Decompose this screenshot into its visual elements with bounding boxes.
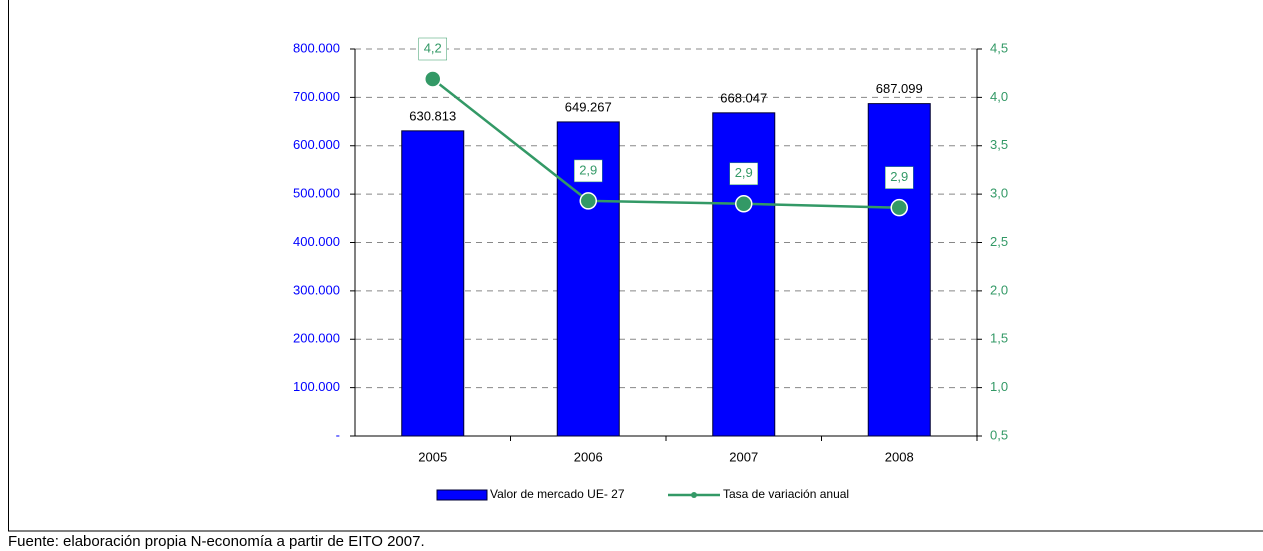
label-box bbox=[729, 162, 758, 186]
y-tick-label: 700.000 bbox=[293, 89, 340, 104]
y2-tick-label: 3,0 bbox=[990, 186, 1008, 201]
label-box bbox=[574, 159, 603, 183]
y2-tick-label: 4,0 bbox=[990, 89, 1008, 104]
line-value-label: 2,9 bbox=[735, 165, 753, 180]
line-point bbox=[735, 195, 753, 213]
y2-tick-label: 1,5 bbox=[990, 331, 1008, 346]
line-point bbox=[579, 192, 597, 210]
line-value-label: 2,9 bbox=[579, 162, 597, 177]
x-tick-label: 2007 bbox=[729, 449, 758, 464]
label-box bbox=[418, 37, 447, 61]
chart-frame bbox=[8, 0, 1263, 532]
line-series bbox=[431, 78, 900, 209]
legend-label: Valor de mercado UE- 27 bbox=[490, 487, 625, 501]
y-tick-label: 400.000 bbox=[293, 234, 340, 249]
bar bbox=[712, 112, 776, 437]
label-box bbox=[885, 166, 914, 189]
y-tick-label: 300.000 bbox=[293, 282, 340, 297]
legend-swatch bbox=[436, 489, 488, 501]
y-tick-label: 100.000 bbox=[293, 379, 340, 394]
y2-tick-label: 4,5 bbox=[990, 40, 1008, 55]
line-value-label: 2,9 bbox=[890, 169, 908, 184]
line-point bbox=[424, 70, 442, 88]
bar-value-label: 630.813 bbox=[409, 108, 456, 123]
y-tick-label: 600.000 bbox=[293, 137, 340, 152]
y-tick-label: 500.000 bbox=[293, 186, 340, 201]
y2-tick-label: 2,0 bbox=[990, 282, 1008, 297]
line-value-label: 4,2 bbox=[424, 40, 442, 55]
bar-value-label: 668.047 bbox=[720, 90, 767, 105]
y-tick-label: 800.000 bbox=[293, 40, 340, 55]
source-note: Fuente: elaboración propia N-economía a … bbox=[8, 533, 425, 550]
bar-value-label: 687.099 bbox=[876, 81, 923, 96]
y2-tick-label: 0,5 bbox=[990, 427, 1008, 442]
x-tick-label: 2008 bbox=[885, 449, 914, 464]
bar-value-label: 649.267 bbox=[565, 99, 612, 114]
legend-label: Tasa de variación anual bbox=[723, 487, 849, 501]
y2-tick-label: 3,5 bbox=[990, 137, 1008, 152]
x-tick-label: 2006 bbox=[574, 449, 603, 464]
x-tick-label: 2005 bbox=[418, 449, 447, 464]
y2-tick-label: 2,5 bbox=[990, 234, 1008, 249]
legend-swatch bbox=[691, 492, 697, 498]
bar bbox=[556, 121, 620, 437]
y-tick-label: 200.000 bbox=[293, 331, 340, 346]
y-tick-label: - bbox=[336, 427, 340, 442]
bar bbox=[401, 130, 465, 437]
bar bbox=[867, 103, 931, 437]
line-point bbox=[890, 198, 908, 217]
y2-tick-label: 1,0 bbox=[990, 379, 1008, 394]
